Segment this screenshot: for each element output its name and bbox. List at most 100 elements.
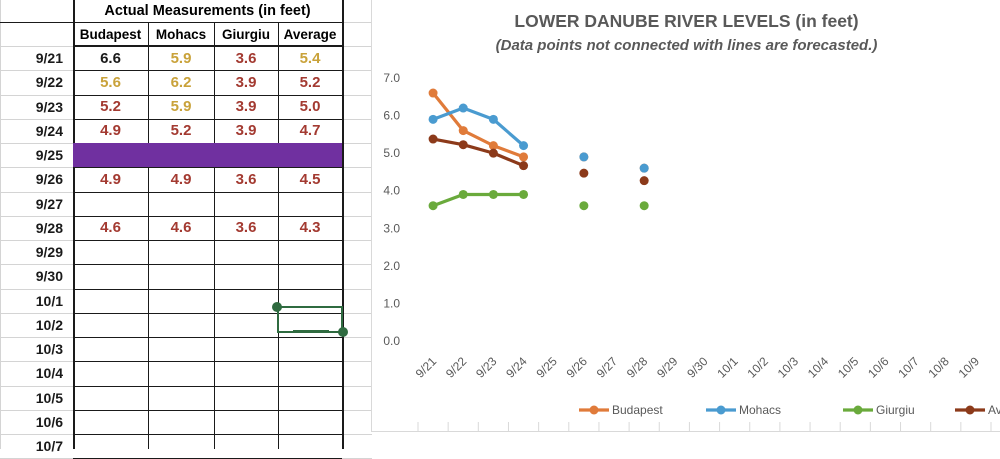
chart-area[interactable]: LOWER DANUBE RIVER LEVELS (in feet) (Dat… [371,0,1000,432]
x-tick-label: 9/24 [503,354,530,381]
value-cell-average[interactable]: 5.4 [299,49,321,67]
value-cell-budapest[interactable] [73,143,148,167]
date-cell[interactable]: 9/23 [35,98,63,115]
value-cell-giurgiu[interactable] [214,337,278,361]
value-cell-giurgiu[interactable] [214,410,278,434]
value-cell-budapest[interactable]: 6.6 [100,49,121,67]
value-cell-mohacs[interactable] [148,192,214,216]
column-header-mohacs[interactable]: Mohacs [155,26,207,42]
value-cell-mohacs[interactable] [148,313,214,337]
value-cell-average[interactable]: 5.2 [299,73,321,91]
value-cell-giurgiu[interactable]: 3.9 [235,73,257,91]
value-cell-average[interactable] [278,361,342,385]
value-cell-mohacs[interactable] [148,240,214,264]
date-cell[interactable]: 10/4 [35,365,63,382]
value-cell-giurgiu[interactable] [214,434,278,458]
date-cell[interactable]: 10/5 [35,389,63,406]
date-cell[interactable]: 10/6 [35,413,63,430]
date-cell[interactable]: 10/1 [35,292,63,309]
value-cell-giurgiu[interactable]: 3.6 [235,219,257,237]
value-cell-mohacs[interactable] [148,289,214,313]
value-cell-budapest[interactable] [73,337,148,361]
value-cell-mohacs[interactable] [148,410,214,434]
value-cell-giurgiu[interactable]: 3.9 [235,98,257,116]
value-cell-giurgiu[interactable] [214,264,278,288]
y-tick-label: 2.0 [383,259,400,273]
value-cell-average[interactable] [278,192,342,216]
value-cell-average[interactable]: 4.3 [299,219,321,237]
value-cell-average[interactable] [278,264,342,288]
date-cell[interactable]: 10/7 [35,438,63,455]
date-cell[interactable]: 9/27 [35,195,63,212]
date-cell[interactable]: 9/22 [35,74,63,91]
value-cell-average[interactable] [278,143,342,167]
legend-label-budapest: Budapest [612,403,663,417]
value-cell-giurgiu[interactable] [214,192,278,216]
group-header-cell[interactable]: Actual Measurements (in feet) [104,3,311,19]
value-cell-average[interactable] [278,410,342,434]
value-cell-giurgiu[interactable]: 3.6 [235,49,257,67]
value-cell-mohacs[interactable] [148,434,214,458]
data-point-average [458,140,468,150]
value-cell-mohacs[interactable]: 4.6 [170,219,192,237]
value-cell-mohacs[interactable] [148,386,214,410]
value-cell-average[interactable] [278,313,342,337]
value-cell-average[interactable] [278,240,342,264]
value-cell-budapest[interactable] [73,264,148,288]
value-cell-average[interactable] [278,386,342,410]
value-cell-giurgiu[interactable]: 3.6 [235,170,257,188]
column-header-giurgiu[interactable]: Giurgiu [222,26,270,42]
date-cell[interactable]: 9/26 [35,171,63,188]
selection-handle-top[interactable] [272,302,282,312]
date-cell[interactable]: 10/3 [35,341,63,358]
date-cell[interactable]: 9/29 [35,244,63,261]
value-cell-budapest[interactable]: 5.6 [100,73,121,91]
value-cell-average[interactable] [278,289,342,313]
value-cell-budapest[interactable] [73,240,148,264]
value-cell-giurgiu[interactable] [214,386,278,410]
value-cell-budapest[interactable]: 5.2 [100,98,121,116]
column-header-budapest[interactable]: Budapest [79,26,142,42]
value-cell-giurgiu[interactable] [214,289,278,313]
value-cell-mohacs[interactable] [148,361,214,385]
value-cell-mohacs[interactable] [148,143,214,167]
date-cell[interactable]: 10/2 [35,316,63,333]
value-cell-budapest[interactable] [73,361,148,385]
value-cell-mohacs[interactable]: 5.9 [170,49,192,67]
value-cell-budapest[interactable] [73,434,148,458]
value-cell-budapest[interactable] [73,289,148,313]
value-cell-average[interactable]: 4.7 [299,122,321,140]
value-cell-giurgiu[interactable] [214,313,278,337]
value-cell-giurgiu[interactable] [214,240,278,264]
selection-fill-handle[interactable] [338,327,348,337]
date-cell[interactable]: 9/30 [35,268,63,285]
value-cell-mohacs[interactable]: 5.2 [170,122,192,140]
chart-plot: 0.0 1.0 2.0 3.0 4.0 5.0 6.0 7.0 9/21 9/22 9/23 9/24… [383,71,1000,432]
value-cell-mohacs[interactable]: 6.2 [170,73,192,91]
value-cell-budapest[interactable] [73,410,148,434]
value-cell-mohacs[interactable]: 4.9 [170,170,192,188]
value-cell-average[interactable]: 4.5 [299,170,321,188]
x-tick-label: 9/29 [654,354,681,381]
value-cell-average[interactable]: 5.0 [299,98,321,116]
value-cell-mohacs[interactable] [148,337,214,361]
value-cell-budapest[interactable]: 4.9 [100,170,121,188]
date-cell[interactable]: 9/28 [35,219,63,236]
value-cell-budapest[interactable]: 4.6 [100,219,121,237]
date-cell[interactable]: 9/25 [35,147,63,164]
value-cell-average[interactable] [278,337,342,361]
date-cell[interactable]: 9/21 [35,50,63,67]
column-header-average[interactable]: Average [283,26,337,42]
value-cell-giurgiu[interactable]: 3.9 [235,122,257,140]
value-cell-average[interactable] [278,434,342,458]
value-cell-mohacs[interactable]: 5.9 [170,98,192,116]
date-cell[interactable]: 9/24 [35,122,63,139]
value-cell-giurgiu[interactable] [214,361,278,385]
value-cell-mohacs[interactable] [148,264,214,288]
value-cell-giurgiu[interactable] [214,143,278,167]
value-cell-budapest[interactable] [73,313,148,337]
value-cell-budapest[interactable]: 4.9 [100,122,121,140]
value-cell-budapest[interactable] [73,386,148,410]
value-cell-budapest[interactable] [73,192,148,216]
